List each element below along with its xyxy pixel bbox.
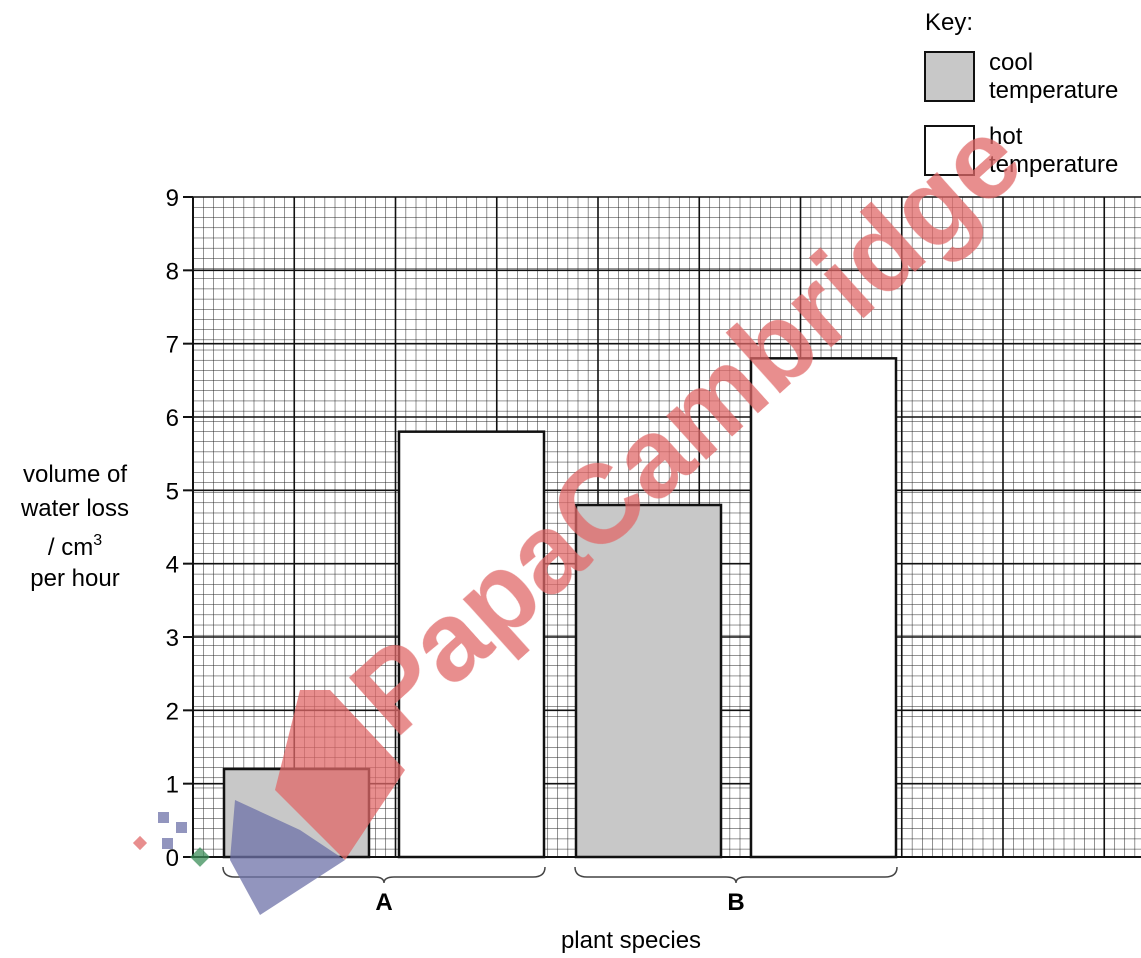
y-axis-label-line-4: per hour	[30, 565, 119, 592]
category-label-A: A	[375, 889, 392, 916]
y-axis-label-line-1: volume of	[23, 461, 127, 488]
y-axis-label-line-2: water loss	[20, 495, 129, 522]
legend-swatch-hot	[924, 125, 975, 176]
y-tick-label-9: 9	[166, 185, 179, 212]
group-brace-A	[222, 866, 546, 884]
watermark-dot-1	[132, 835, 148, 851]
legend-title: Key:	[925, 9, 973, 36]
y-tick-label-6: 6	[166, 405, 179, 432]
watermark-logo-red	[275, 690, 405, 860]
y-tick-group: 0 1 2 3 4 5 6 7 8 9	[166, 185, 193, 872]
legend-label-hot-1: hot	[989, 123, 1023, 150]
y-tick-label-1: 1	[166, 772, 179, 799]
y-axis-label-line-3: / cm3	[48, 532, 102, 561]
y-tick-label-3: 3	[166, 625, 179, 652]
y-tick-label-2: 2	[166, 698, 179, 725]
bar-B-cool-temperature	[574, 503, 723, 859]
watermark-dot-4	[162, 838, 173, 849]
y-tick-label-4: 4	[166, 552, 179, 579]
watermark-logo-blue	[230, 800, 345, 915]
watermark-dot-3	[176, 822, 187, 833]
legend-swatch-cool	[924, 51, 975, 102]
watermark-dot-2	[158, 812, 169, 823]
bar-A-hot-temperature	[397, 430, 546, 859]
group-brace-B	[574, 866, 898, 884]
y-tick-label-5: 5	[166, 478, 179, 505]
x-axis-label: plant species	[561, 927, 701, 954]
brace-group	[222, 866, 898, 884]
y-tick-label-7: 7	[166, 332, 179, 359]
y-tick-label-0: 0	[166, 845, 179, 872]
y-tick-label-8: 8	[166, 258, 179, 285]
bar-B-hot-temperature	[749, 357, 898, 859]
legend-label-cool-2: temperature	[989, 77, 1118, 104]
legend-label-hot-2: temperature	[989, 151, 1118, 178]
legend-label-cool-1: cool	[989, 49, 1033, 76]
category-label-B: B	[727, 889, 744, 916]
legend: Key: cool temperature hot temperature	[924, 9, 1118, 178]
